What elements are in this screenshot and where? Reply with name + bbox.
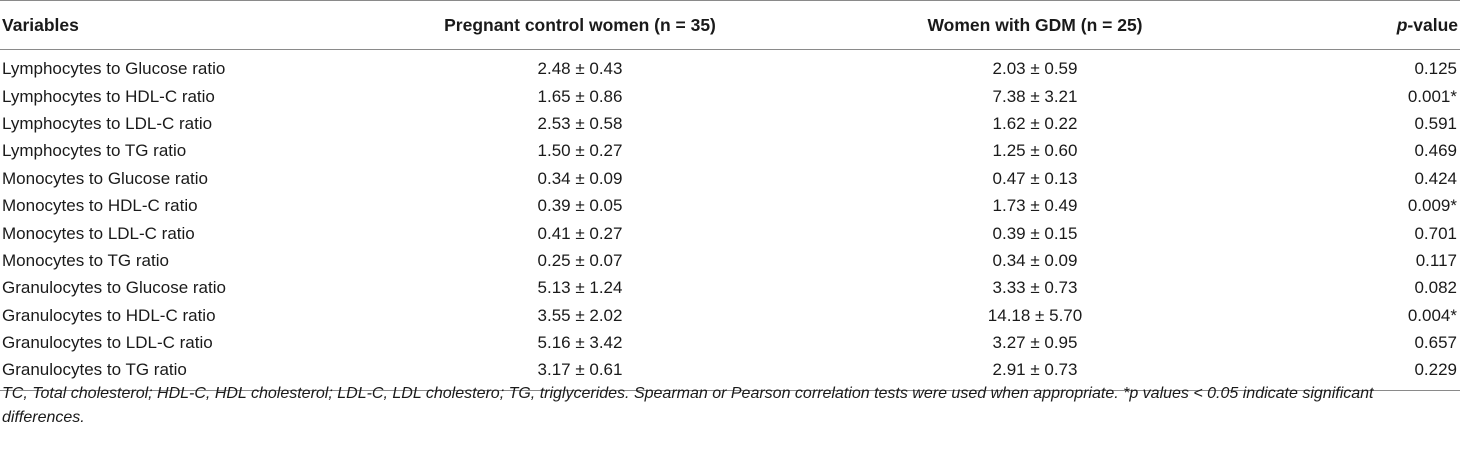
cell-control-value: 3.17 ± 0.61 <box>400 356 820 391</box>
header-p-value: p-value <box>1220 0 1460 50</box>
cell-control-value: 3.55 ± 2.02 <box>537 305 623 325</box>
cell-p-value: 0.591 <box>1414 113 1457 133</box>
table-row: Lymphocytes to LDL-C ratio 2.53 ± 0.58 1.6… <box>0 110 1460 137</box>
header-gdm-group: Women with GDM (n = 25) <box>820 0 1220 50</box>
cell-variable: Granulocytes to Glucose ratio <box>2 278 226 298</box>
cell-p-value: 0.004* <box>1407 305 1457 325</box>
cell-control-value: 1.65 ± 0.86 <box>537 86 623 106</box>
table-footnote: TC, Total cholesterol; HDL-C, HDL choles… <box>2 385 1374 426</box>
cell-variable: Monocytes to LDL-C ratio <box>2 223 195 243</box>
table-row: Lymphocytes to Glucose ratio 2.48 ± 0.43 2… <box>0 50 1460 83</box>
cell-p-value: 0.701 <box>1414 223 1457 243</box>
header-variables: Variables <box>0 0 400 50</box>
cell-gdm-value: 1.25 ± 0.60 <box>992 141 1078 161</box>
cell-control-value: 0.41 ± 0.27 <box>537 223 623 243</box>
table-row: Monocytes to Glucose ratio 0.34 ± 0.09 0.4… <box>0 165 1460 192</box>
cell-variable: Lymphocytes to LDL-C ratio <box>2 113 213 133</box>
cell-p-value: 0.469 <box>1414 141 1457 161</box>
table-row: Granulocytes to HDL-C ratio 3.55 ± 2.02 14… <box>0 302 1460 329</box>
cell-variable: Monocytes to HDL-C ratio <box>2 196 198 216</box>
table-row: Lymphocytes to TG ratio 1.50 ± 0.27 1.25 ±… <box>0 137 1460 164</box>
table-body: Lymphocytes to Glucose ratio 2.48 ± 0.43 2… <box>0 50 1460 391</box>
cell-control-value: 0.34 ± 0.09 <box>537 168 623 188</box>
cell-gdm-value: 0.39 ± 0.15 <box>992 223 1078 243</box>
cell-gdm-value: 3.33 ± 0.73 <box>992 278 1078 298</box>
cell-p-value: 0.001* <box>1407 86 1457 106</box>
table-header: Variables Pregnant control women (n = 35… <box>0 0 1460 50</box>
table-row: Monocytes to HDL-C ratio 0.39 ± 0.05 1.73 … <box>0 192 1460 219</box>
table-row: Monocytes to TG ratio 0.25 ± 0.07 0.34 ± 0… <box>0 247 1460 274</box>
cell-p-value: 0.082 <box>1414 278 1457 298</box>
cell-gdm-value: 14.18 ± 5.70 <box>987 305 1083 325</box>
cell-p-value: 0.125 <box>1414 59 1457 79</box>
cell-variable: Granulocytes to TG ratio <box>0 356 400 391</box>
cell-variable: Lymphocytes to Glucose ratio <box>2 59 226 79</box>
cell-p-value: 0.229 <box>1220 356 1460 391</box>
cell-gdm-value: 2.03 ± 0.59 <box>992 59 1078 79</box>
header-p-rest: -value <box>1407 14 1458 35</box>
cell-gdm-value: 1.62 ± 0.22 <box>992 113 1078 133</box>
cell-gdm-value: 1.73 ± 0.49 <box>992 196 1078 216</box>
table-row: Monocytes to LDL-C ratio 0.41 ± 0.27 0.39 … <box>0 219 1460 246</box>
cell-p-value: 0.117 <box>1415 250 1457 270</box>
cell-p-value: 0.009* <box>1407 196 1457 216</box>
cell-variable: Monocytes to TG ratio <box>2 250 169 270</box>
header-row: Variables Pregnant control women (n = 35… <box>0 0 1460 50</box>
cell-p-value: 0.657 <box>1414 333 1457 353</box>
cell-gdm-value: 2.91 ± 0.73 <box>820 356 1220 391</box>
cell-control-value: 5.16 ± 3.42 <box>537 333 623 353</box>
header-control-group: Pregnant control women (n = 35) <box>400 0 820 50</box>
cell-control-value: 2.53 ± 0.58 <box>537 113 623 133</box>
cell-gdm-value: 7.38 ± 3.21 <box>992 86 1078 106</box>
cell-variable: Monocytes to Glucose ratio <box>2 168 208 188</box>
cell-gdm-value: 3.27 ± 0.95 <box>992 333 1078 353</box>
table-row: Granulocytes to TG ratio 3.17 ± 0.61 2.91 … <box>0 356 1460 391</box>
cell-gdm-value: 0.47 ± 0.13 <box>992 168 1078 188</box>
header-p-italic: p <box>1396 14 1408 35</box>
cell-control-value: 5.13 ± 1.24 <box>537 278 623 298</box>
table-row: Granulocytes to Glucose ratio 5.13 ± 1.24… <box>0 274 1460 301</box>
cell-control-value: 0.25 ± 0.07 <box>537 250 623 270</box>
cell-control-value: 1.50 ± 0.27 <box>537 141 623 161</box>
cell-variable: Granulocytes to HDL-C ratio <box>2 305 216 325</box>
cell-p-value: 0.424 <box>1414 168 1457 188</box>
results-table: Variables Pregnant control women (n = 35… <box>0 0 1460 391</box>
table-row: Granulocytes to LDL-C ratio 5.16 ± 3.42 3.… <box>0 329 1460 356</box>
cell-control-value: 2.48 ± 0.43 <box>537 59 623 79</box>
cell-variable: Lymphocytes to TG ratio <box>2 141 187 161</box>
cell-control-value: 0.39 ± 0.05 <box>537 196 623 216</box>
cell-variable: Lymphocytes to HDL-C ratio <box>2 86 215 106</box>
table-row: Lymphocytes to HDL-C ratio 1.65 ± 0.86 7.3… <box>0 82 1460 109</box>
cell-variable: Granulocytes to LDL-C ratio <box>2 333 213 353</box>
cell-gdm-value: 0.34 ± 0.09 <box>992 250 1078 270</box>
results-table-container: Variables Pregnant control women (n = 35… <box>0 0 1460 391</box>
